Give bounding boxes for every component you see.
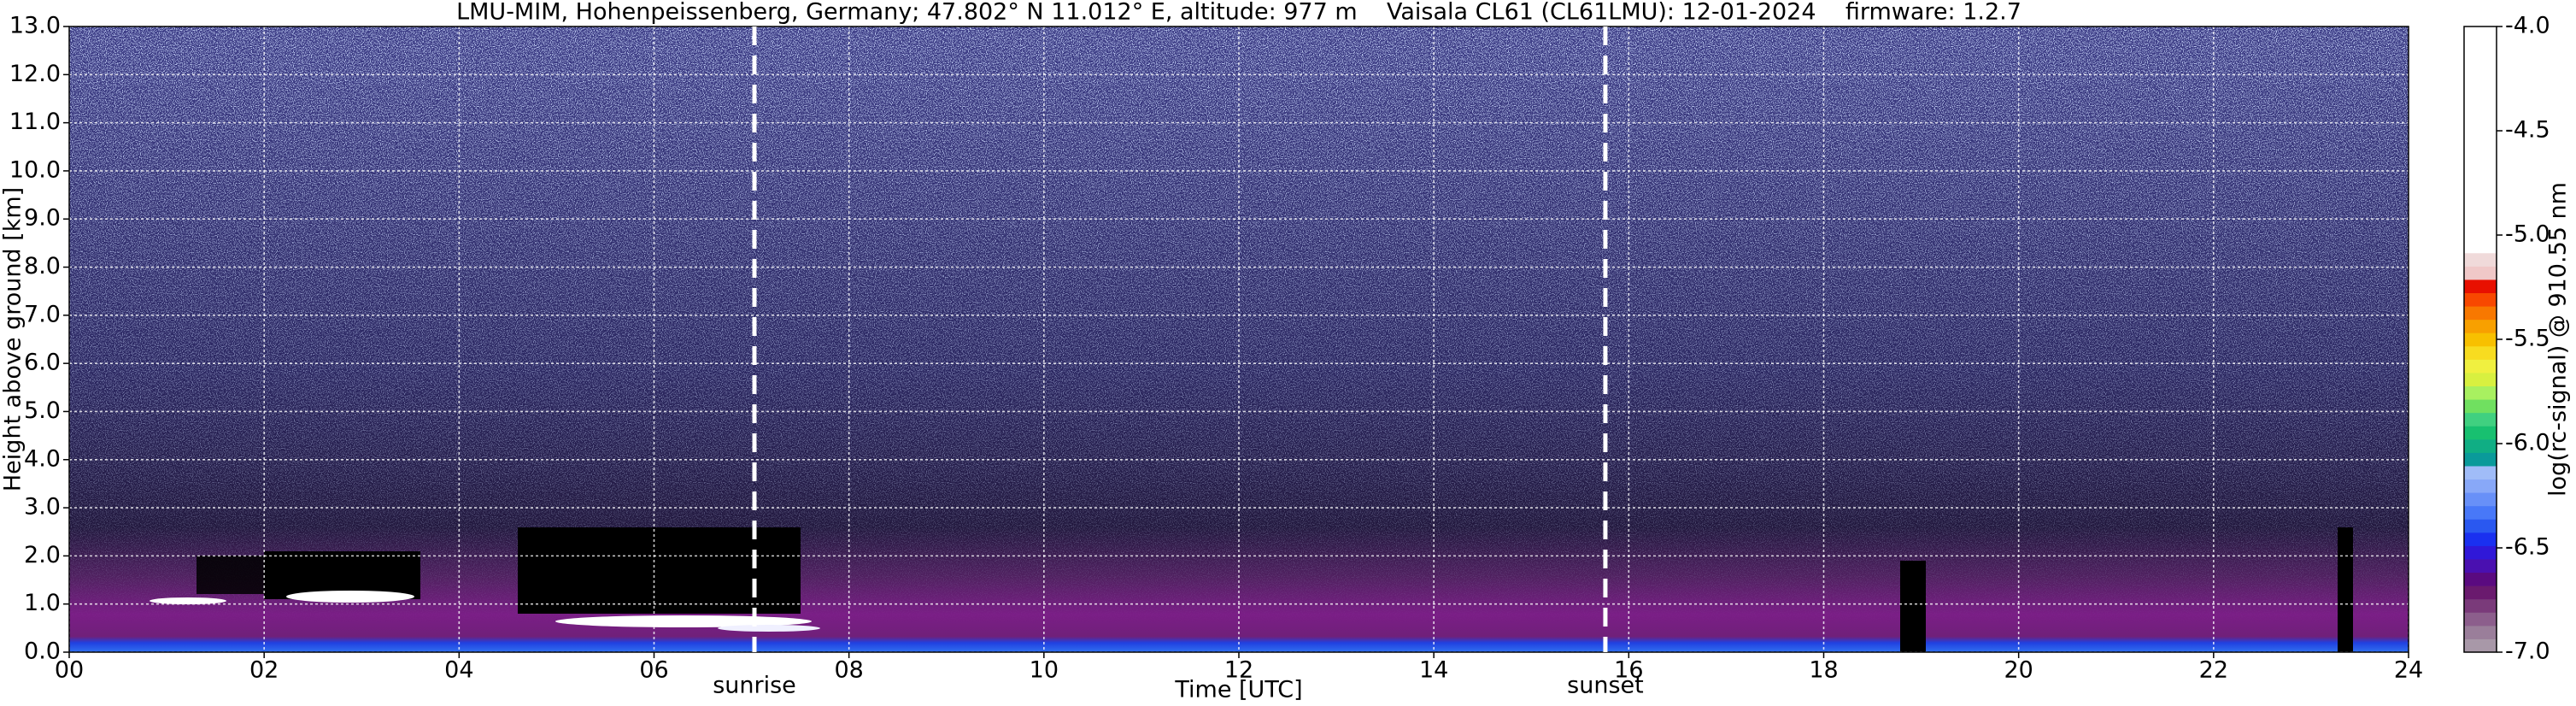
x-tick-label: 24: [2394, 657, 2423, 684]
colorbar-segment: [2464, 106, 2497, 121]
colorbar-tick-label: -6.5: [2505, 534, 2550, 561]
y-tick-label: 6.0: [24, 350, 61, 376]
y-axis-label: Height above ground [km]: [0, 187, 26, 491]
annotation-label: sunrise: [713, 673, 796, 699]
colorbar-segment: [2464, 53, 2497, 68]
colorbar-segment: [2464, 66, 2497, 80]
colorbar-segment: [2464, 266, 2497, 280]
colorbar-segment: [2464, 385, 2497, 400]
colorbar-tick-label: -4.0: [2505, 13, 2550, 39]
y-tick-label: 2.0: [24, 542, 61, 568]
colorbar-segment: [2464, 185, 2497, 200]
colorbar-tick-label: -5.0: [2505, 221, 2550, 248]
colorbar-tick-label: -5.5: [2505, 326, 2550, 352]
x-tick-label: 10: [1030, 657, 1059, 684]
colorbar-segment: [2464, 292, 2497, 307]
x-tick-label: 04: [444, 657, 473, 684]
x-tick-label: 12: [1224, 657, 1253, 684]
colorbar-segment: [2464, 120, 2497, 134]
x-tick-label: 08: [834, 657, 863, 684]
colorbar-segment: [2464, 545, 2497, 560]
colorbar-segment: [2464, 26, 2497, 41]
colorbar-segment: [2464, 612, 2497, 627]
colorbar-segment: [2464, 252, 2497, 267]
colorbar-segment: [2464, 213, 2497, 227]
y-tick-label: 0.0: [24, 638, 61, 665]
colorbar-tick-label: -4.5: [2505, 117, 2550, 144]
colorbar-segment: [2464, 319, 2497, 333]
y-tick-label: 11.0: [9, 109, 61, 135]
colorbar-segment: [2464, 585, 2497, 600]
colorbar-segment: [2464, 492, 2497, 507]
colorbar-tick-label: -7.0: [2505, 638, 2550, 665]
colorbar-segment: [2464, 39, 2497, 54]
colorbar-segment: [2464, 173, 2497, 187]
colorbar-segment: [2464, 572, 2497, 586]
colorbar-tick-label: -6.0: [2505, 430, 2550, 456]
y-tick-label: 10.0: [9, 156, 61, 183]
x-tick-label: 06: [639, 657, 668, 684]
colorbar-segment: [2464, 279, 2497, 293]
colorbar-segment: [2464, 239, 2497, 254]
colorbar-segment: [2464, 332, 2497, 347]
colorbar-segment: [2464, 146, 2497, 161]
colorbar-segment: [2464, 558, 2497, 574]
colorbar-segment: [2464, 372, 2497, 387]
y-tick-label: 12.0: [9, 61, 61, 87]
colorbar-segment: [2464, 638, 2497, 653]
y-tick-label: 4.0: [24, 445, 61, 472]
colorbar-segment: [2464, 452, 2497, 467]
colorbar-segment: [2464, 92, 2497, 107]
colorbar-segment: [2464, 505, 2497, 520]
y-tick-label: 13.0: [9, 13, 61, 39]
colorbar-segment: [2464, 132, 2497, 147]
x-tick-label: 16: [1614, 657, 1643, 684]
x-tick-label: 00: [55, 657, 84, 684]
x-tick-label: 22: [2199, 657, 2228, 684]
y-tick-label: 3.0: [24, 494, 61, 521]
colorbar-segment: [2464, 159, 2497, 174]
x-axis-label: Time [UTC]: [1174, 677, 1302, 703]
y-tick-label: 1.0: [24, 590, 61, 616]
colorbar-segment: [2464, 426, 2497, 440]
colorbar-segment: [2464, 359, 2497, 374]
colorbar-segment: [2464, 532, 2497, 546]
x-tick-label: 02: [249, 657, 279, 684]
colorbar-segment: [2464, 625, 2497, 639]
colorbar-segment: [2464, 79, 2497, 94]
x-tick-label: 14: [1419, 657, 1448, 684]
colorbar-segment: [2464, 399, 2497, 414]
chart-title: LMU-MIM, Hohenpeissenberg, Germany; 47.8…: [456, 0, 2021, 26]
colorbar-segment: [2464, 306, 2497, 321]
colorbar-segment: [2464, 438, 2497, 453]
grid: [68, 26, 2409, 653]
colorbar-segment: [2464, 412, 2497, 427]
annotation-label: sunset: [1567, 673, 1644, 699]
colorbar-segment: [2464, 226, 2497, 240]
x-tick-label: 18: [1809, 657, 1838, 684]
colorbar-segment: [2464, 479, 2497, 493]
colorbar-segment: [2464, 598, 2497, 613]
colorbar-segment: [2464, 465, 2497, 480]
y-tick-label: 7.0: [24, 301, 61, 327]
colorbar-segment: [2464, 345, 2497, 360]
colorbar-segment: [2464, 199, 2497, 214]
y-tick-label: 9.0: [24, 205, 61, 232]
y-tick-label: 5.0: [24, 397, 61, 424]
x-tick-label: 20: [2004, 657, 2033, 684]
y-tick-label: 8.0: [24, 253, 61, 279]
colorbar-label: log(rc-signal) @ 910.55 nm: [2545, 182, 2572, 497]
colorbar-segment: [2464, 519, 2497, 533]
